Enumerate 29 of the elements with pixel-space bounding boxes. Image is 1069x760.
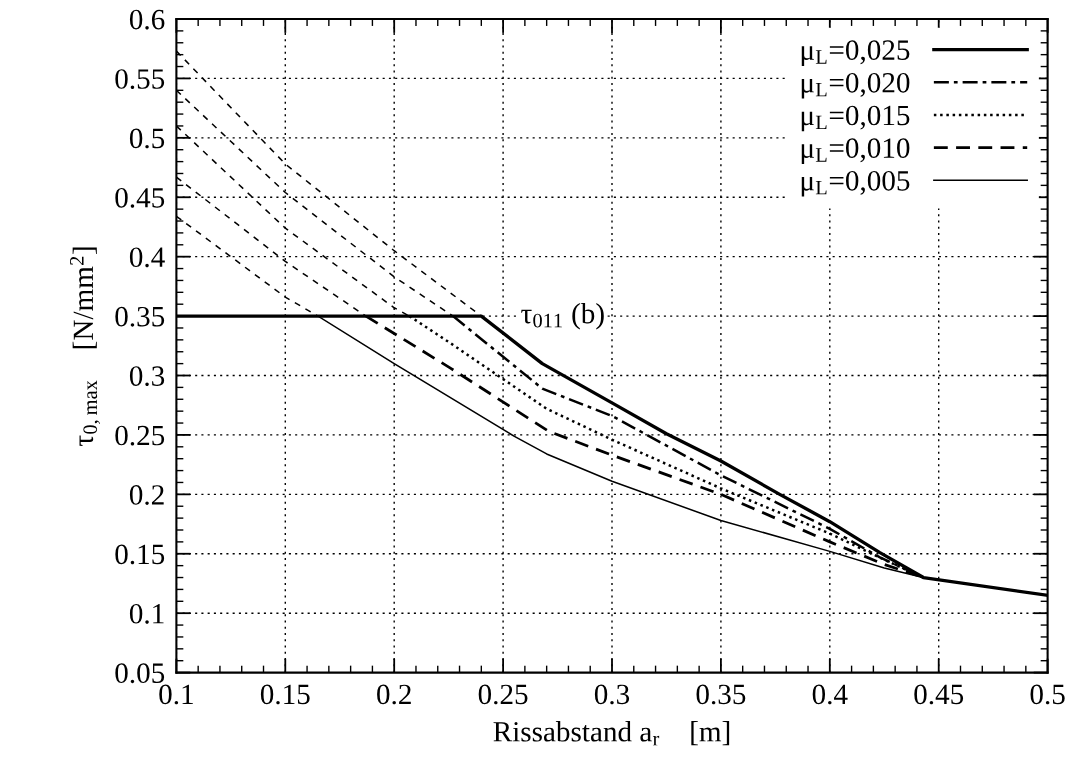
- legend-label: μ$_{L}$=0,010: [801, 138, 910, 164]
- y-tick-label: 0.05: [115, 663, 165, 684]
- legend-label: μ$_{L}$=0,005: [801, 170, 910, 197]
- y-tick-label: 0.6: [129, 9, 165, 30]
- annotation: τ$_{011}$ (b): [521, 302, 604, 330]
- legend-label: μ$_{L}$=0,015: [801, 105, 910, 132]
- legend-label: μ$_{L}$=0,025: [801, 40, 910, 66]
- y-tick-label: 0.55: [115, 69, 165, 89]
- y-tick-label: 0.25: [115, 425, 165, 446]
- y-tick-label: 0.2: [129, 485, 164, 505]
- x-tick-label: 0.45: [914, 684, 964, 705]
- y-tick-label: 0.35: [115, 306, 165, 327]
- y-tick-label: 0.1: [129, 603, 164, 624]
- y-tick-label: 0.4: [129, 247, 165, 268]
- text: Rissabstand a$_{r}$ [m]: [493, 721, 730, 746]
- text: τ$_{0,max}$ [N/mm$^{2}$]: [70, 247, 101, 446]
- x-tick-label: 0.5: [1030, 684, 1065, 705]
- x-tick-label: 0.3: [594, 684, 630, 705]
- x-tick-label: 0.4: [812, 684, 848, 705]
- y-tick-label: 0.5: [129, 128, 165, 149]
- x-tick-label: 0.15: [260, 684, 310, 705]
- x-tick-label: 0.1: [159, 684, 193, 705]
- x-tick-label: 0.2: [377, 684, 411, 705]
- legend-label: μ$_{L}$=0,020: [801, 72, 910, 99]
- y-tick-label: 0.45: [115, 187, 165, 208]
- x-tick-label: 0.35: [696, 684, 746, 705]
- y-tick-label: 0.3: [129, 366, 165, 387]
- x-tick-label: 0.25: [478, 684, 528, 705]
- y-tick-label: 0.15: [115, 544, 165, 565]
